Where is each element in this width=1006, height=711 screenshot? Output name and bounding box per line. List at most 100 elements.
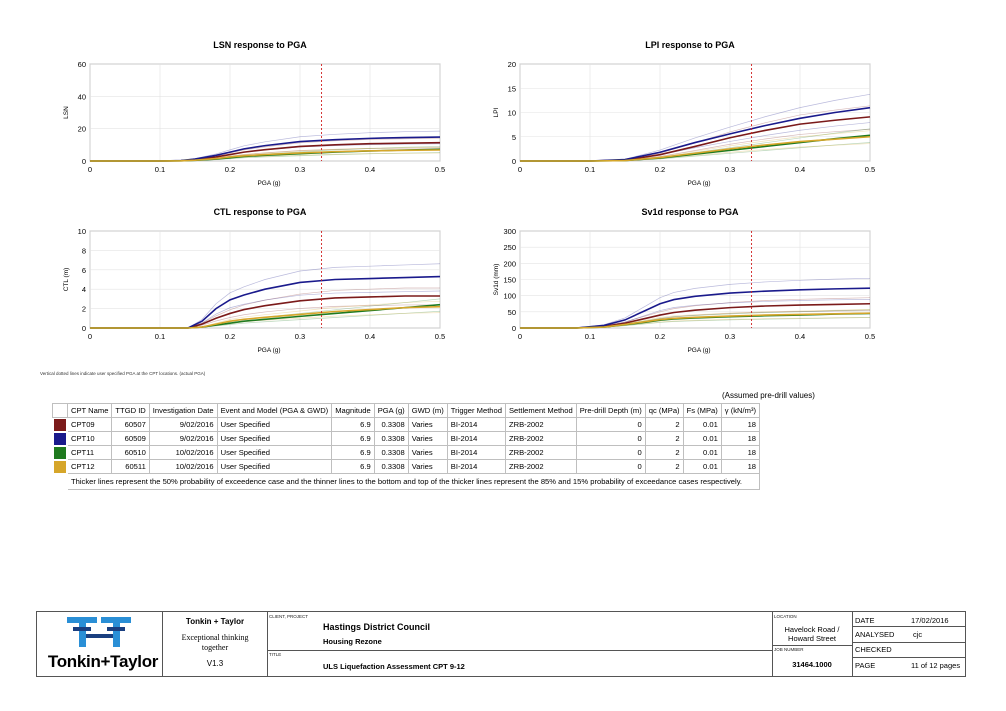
line-thickness-note: Thicker lines represent the 50% probabil… [66, 473, 761, 490]
header-cell: CPT Name [66, 403, 113, 418]
table-note-row: Thicker lines represent the 50% probabil… [52, 473, 761, 490]
table-cell: 6.9 [331, 459, 375, 474]
chart-lsn: LSN response to PGA 0 0.1 0.2 0.3 0.4 0.5 0 20 4… [60, 40, 460, 190]
title-block: Tonkin+Taylor Tonkin + Taylor Exceptiona… [36, 611, 966, 677]
pga-footnote: Vertical dotted lines indicate user spec… [40, 371, 206, 376]
table-cell: 2 [644, 445, 684, 460]
row-color-swatch [52, 459, 68, 474]
color-swatch [54, 432, 66, 445]
table-cell: CPT10 [66, 431, 113, 446]
y-tick-label: 4 [82, 285, 86, 294]
series-line-cpt12 [90, 149, 441, 162]
divider [267, 612, 268, 676]
color-swatch [54, 446, 66, 459]
y-tick-label: 0 [512, 324, 516, 333]
header-cell: qc (MPa) [644, 403, 684, 418]
table-cell: User Specified [216, 445, 333, 460]
x-axis-label: PGA (g) [687, 347, 710, 354]
header-cell: Trigger Method [446, 403, 506, 418]
divider [852, 626, 965, 627]
chart-sv1d: Sv1d response to PGA 0 0.1 0.2 0.3 0.4 0.5 0 50… [490, 207, 890, 357]
table-cell: 10/02/2016 [148, 445, 218, 460]
location-line-2: Howard Street [788, 634, 836, 643]
x-tick-label: 0.2 [655, 165, 665, 174]
color-swatch [54, 418, 66, 431]
table-row: CPT12 60511 10/02/2016 User Specified 6.9 0.3… [52, 459, 761, 474]
header-cell: TTGD ID [111, 403, 150, 418]
table-cell: Varies [407, 445, 448, 460]
table-cell: ZRB-2002 [504, 459, 577, 474]
location-line-1: Havelock Road / [784, 625, 840, 634]
x-tick-label: 0.1 [155, 165, 165, 174]
row-color-swatch [52, 445, 68, 460]
client-label: CLIENT, PROJECT [269, 614, 309, 619]
table-cell: BI-2014 [446, 417, 506, 432]
x-tick-label: 0.5 [435, 332, 445, 341]
color-swatch [54, 460, 66, 473]
divider [772, 645, 852, 646]
x-tick-label: 0 [88, 332, 92, 341]
x-tick-label: 0.1 [585, 165, 595, 174]
x-tick-label: 0 [88, 165, 92, 174]
table-cell: ZRB-2002 [504, 445, 577, 460]
table-cell: 2 [644, 459, 684, 474]
header-cell: PGA (g) [373, 403, 409, 418]
x-tick-label: 0.1 [155, 332, 165, 341]
title-label: TITLE [269, 652, 282, 657]
chart-title: LPI response to PGA [645, 40, 735, 50]
y-tick-label: 0 [82, 157, 86, 166]
y-axis-label: LSN [63, 106, 70, 119]
divider [162, 612, 163, 676]
series-line-cpt12 [90, 305, 441, 329]
y-tick-label: 250 [503, 243, 516, 252]
table-cell: ZRB-2002 [504, 417, 577, 432]
y-axis-label: Sv1d (mm) [493, 264, 500, 296]
x-tick-label: 0.5 [865, 332, 875, 341]
x-tick-label: 0.2 [655, 332, 665, 341]
table-cell: 6.9 [331, 445, 375, 460]
table-cell: 0.01 [682, 459, 722, 474]
header-cell: Magnitude [331, 403, 375, 418]
x-tick-label: 0 [518, 165, 522, 174]
table-row: CPT10 60509 9/02/2016 User Specified 6.9 0.33… [52, 431, 761, 446]
y-tick-label: 5 [512, 133, 516, 142]
client-name: Hastings District Council [323, 622, 431, 632]
y-tick-label: 300 [503, 227, 516, 236]
table-cell: Varies [407, 459, 448, 474]
swatch-spacer [52, 473, 68, 490]
page-value: 11 of 12 pages [911, 661, 961, 670]
x-axis-label: PGA (g) [257, 180, 280, 187]
table-header-row: CPT Name TTGD ID Investigation Date Even… [52, 403, 761, 418]
header-cell: Pre-drill Depth (m) [575, 403, 646, 418]
chart-lpi: LPI response to PGA 0 0.1 0.2 0.3 0.4 0.5 0 5 10… [490, 40, 890, 190]
plot-area [89, 63, 441, 162]
table-cell: 0.3308 [373, 459, 409, 474]
table-cell: 0 [575, 445, 646, 460]
version: V1.3 [206, 659, 224, 668]
table-cell: 0.3308 [373, 445, 409, 460]
table-cell: 9/02/2016 [148, 431, 218, 446]
y-tick-label: 20 [78, 125, 86, 134]
job-number: 31464.1000 [792, 660, 832, 669]
table-cell: 0.01 [682, 431, 722, 446]
job-number-label: JOB NUMBER [774, 647, 804, 652]
table-cell: 18 [720, 459, 761, 474]
x-tick-label: 0 [518, 332, 522, 341]
header-cell: γ (kN/m³) [720, 403, 761, 418]
chart-plot: 0 0.1 0.2 0.3 0.4 0.5 0 20 40 60 PGA (g) LSN [63, 60, 445, 187]
x-axis-label: PGA (g) [687, 180, 710, 187]
table-cell: 18 [720, 417, 761, 432]
project-name: Housing Rezone [323, 637, 382, 646]
table-cell: BI-2014 [446, 431, 506, 446]
date-label: DATE [855, 616, 875, 625]
series-line-cpt10 [520, 287, 871, 329]
table-cell: 0.3308 [373, 431, 409, 446]
table-cell: User Specified [216, 417, 333, 432]
date-value: 17/02/2016 [911, 616, 949, 625]
divider [267, 650, 772, 651]
drawing-title: ULS Liquefaction Assessment CPT 9-12 [323, 662, 465, 671]
swatch-header [52, 403, 68, 418]
tt-logo-wordmark: Tonkin+Taylor [47, 652, 159, 671]
company-name: Tonkin + Taylor [185, 617, 245, 626]
x-tick-label: 0.3 [725, 332, 735, 341]
